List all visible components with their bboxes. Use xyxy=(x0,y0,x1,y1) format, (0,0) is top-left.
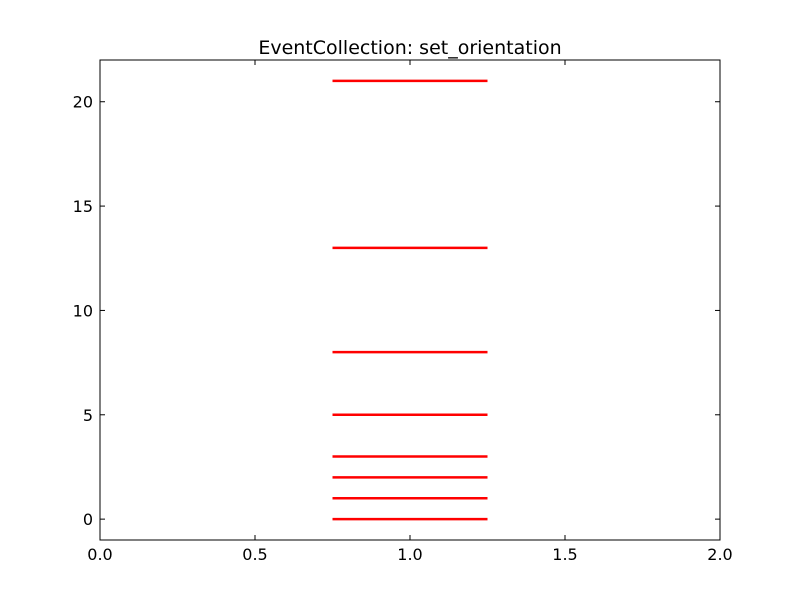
axis-ticks: 0.0 0.5 1.0 1.5 2.0 0 5 10 15 20 xyxy=(73,60,733,564)
x-tick-label: 0.0 xyxy=(87,545,112,564)
event-lines xyxy=(332,79,488,521)
plot-area xyxy=(99,59,721,541)
y-tick-label: 5 xyxy=(83,406,93,425)
x-tick-label: 1.0 xyxy=(397,545,422,564)
chart-title: EventCollection: set_orientation xyxy=(258,37,561,59)
x-tick-label: 1.5 xyxy=(552,545,577,564)
y-tick-label: 0 xyxy=(83,510,93,529)
y-tick-label: 10 xyxy=(73,301,93,320)
y-tick-label: 20 xyxy=(73,93,93,112)
y-tick-label: 15 xyxy=(73,197,93,216)
x-tick-label: 2.0 xyxy=(707,545,732,564)
x-tick-label: 0.5 xyxy=(242,545,267,564)
